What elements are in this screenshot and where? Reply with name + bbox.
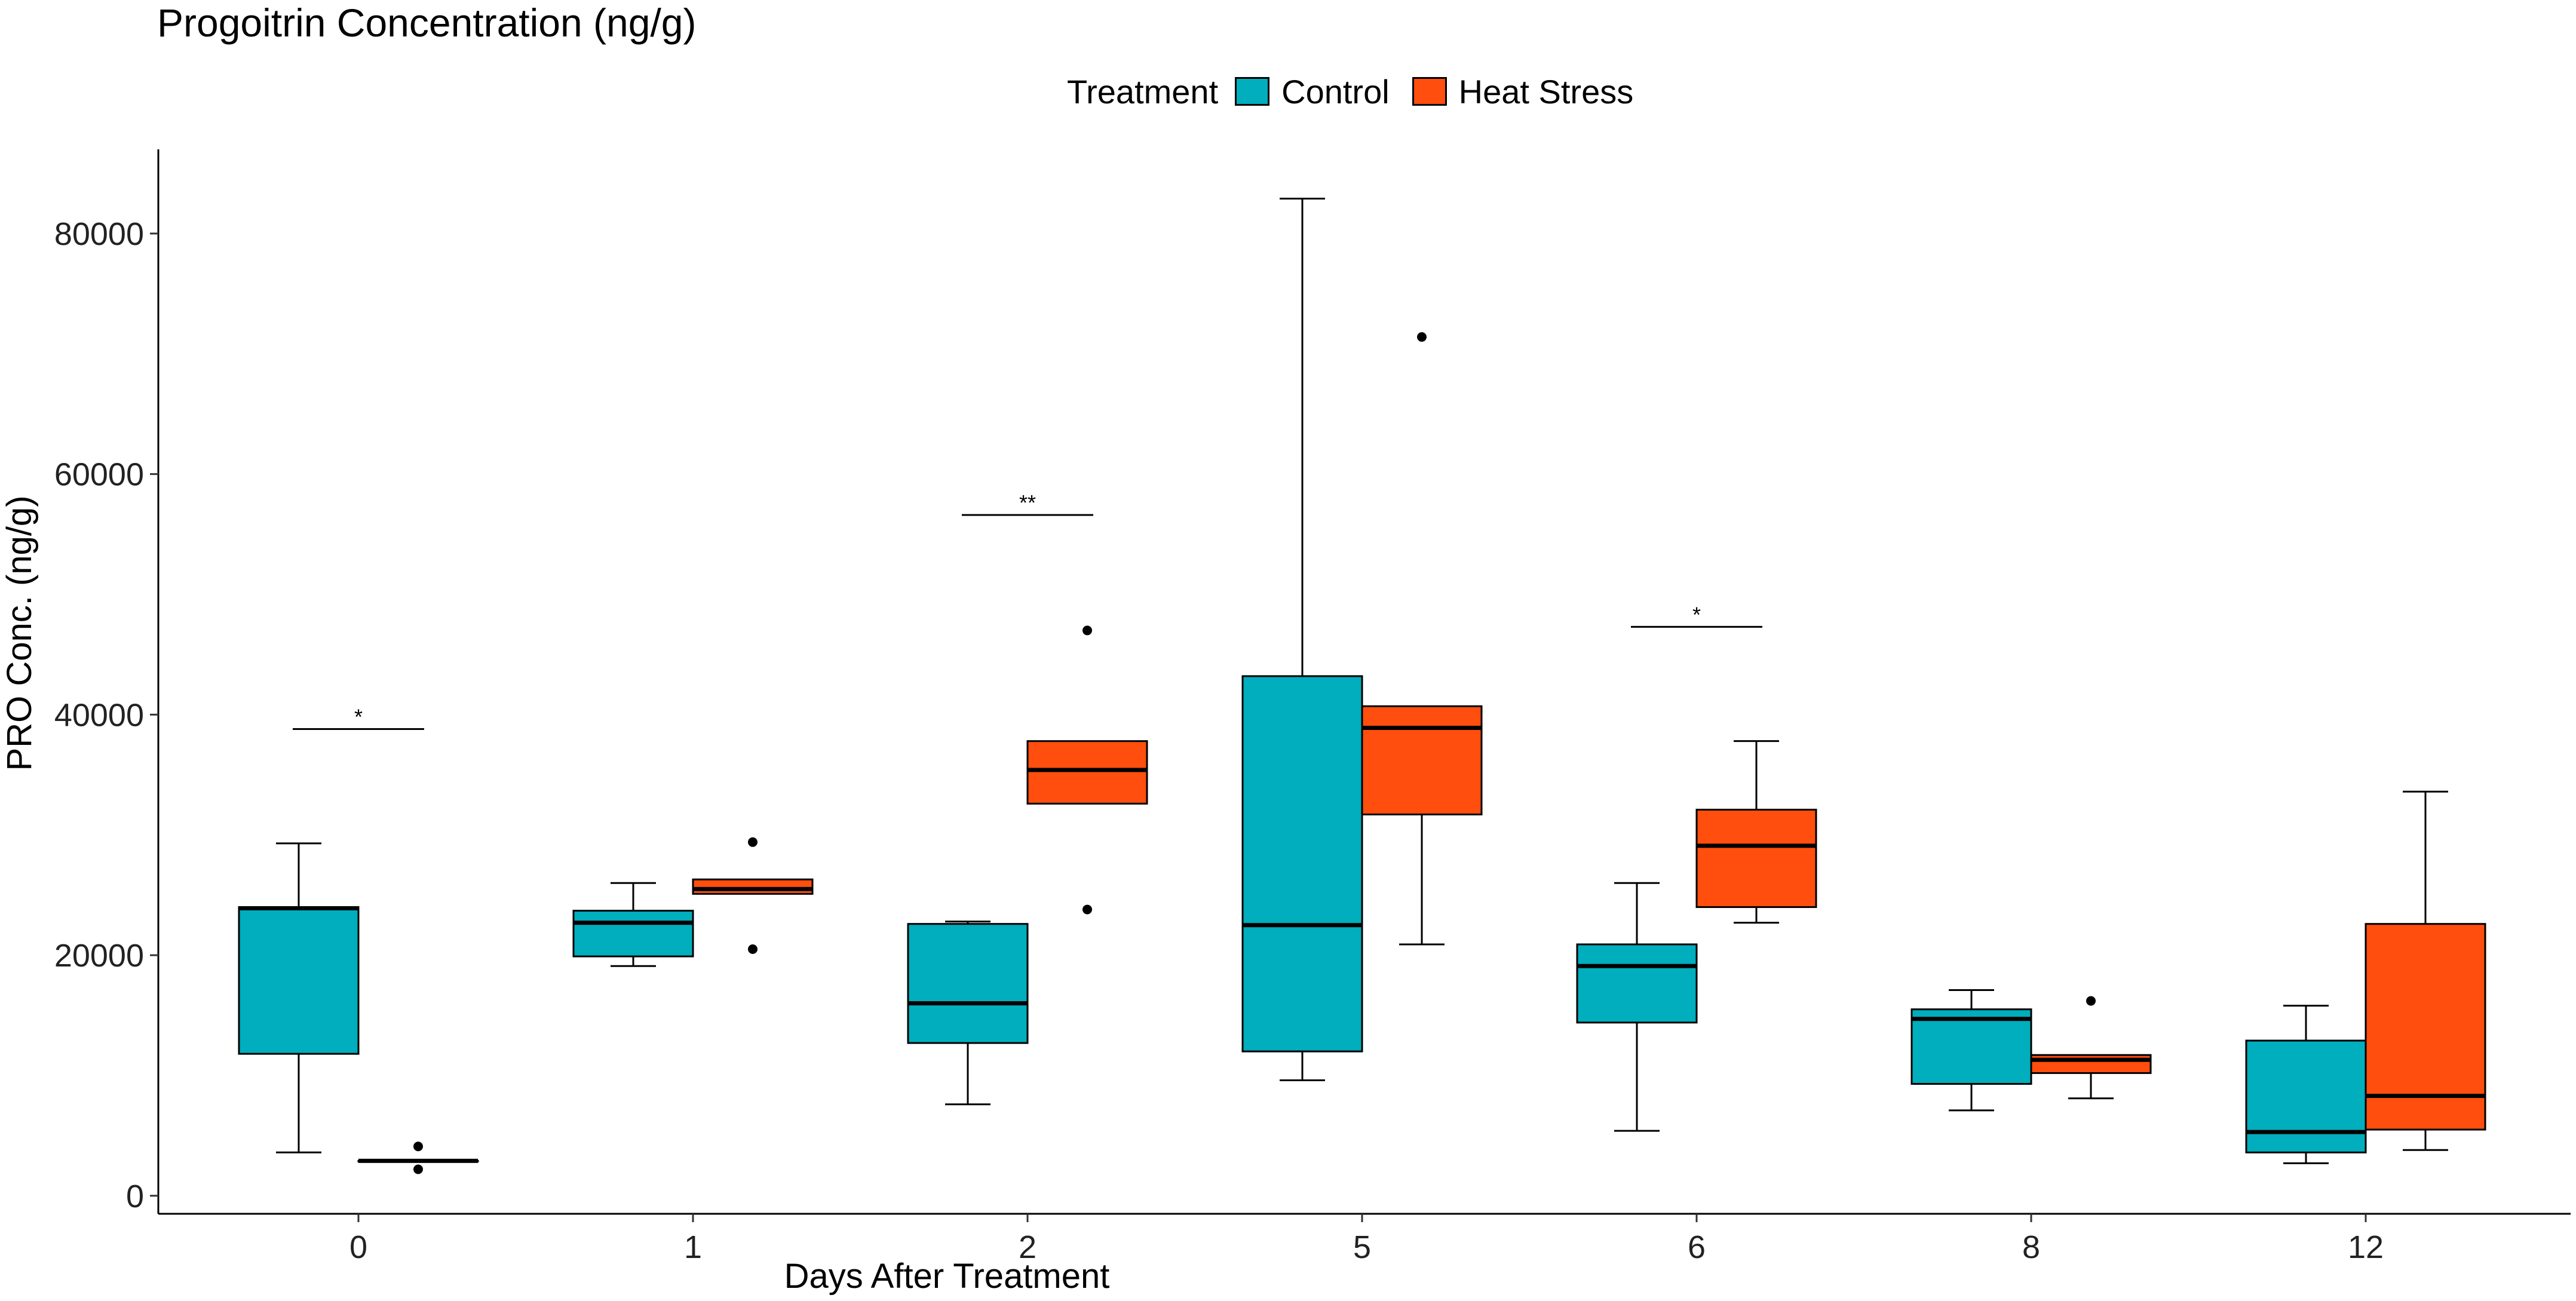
y-tick-label: 0 <box>126 1179 144 1214</box>
box-control-day-8 <box>1910 1008 2032 1085</box>
box-heat-stress-day-6 <box>1695 808 1817 909</box>
x-tick-label: 2 <box>1019 1229 1036 1265</box>
x-tick-label: 1 <box>684 1229 702 1265</box>
outlier-point-heat-stress <box>748 944 758 955</box>
significance-label: ** <box>1019 490 1036 515</box>
x-tick-label: 12 <box>2348 1229 2384 1265</box>
chart-title: Progoitrin Concentration (ng/g) <box>157 1 697 45</box>
box-heat-stress-day-1 <box>692 878 814 895</box>
outlier-point-heat-stress <box>1082 625 1092 636</box>
legend-label-heat-stress: Heat Stress <box>1458 72 1634 111</box>
outlier-point-heat-stress <box>1417 332 1427 342</box>
outlier-point-heat-stress <box>413 1164 423 1174</box>
significance-label: * <box>1692 602 1701 627</box>
y-tick-label: 60000 <box>54 457 144 493</box>
box-control-day-5 <box>1241 675 1363 1053</box>
x-tick-label: 0 <box>349 1229 367 1265</box>
y-tick-label: 20000 <box>54 938 144 974</box>
y-axis-title: PRO Conc. (ng/g) <box>0 496 39 771</box>
x-axis-title: Days After Treatment <box>784 1257 1110 1296</box>
box-control-day-12 <box>2245 1039 2367 1153</box>
x-tick-label: 5 <box>1353 1229 1371 1265</box>
x-tick-label: 8 <box>2022 1229 2040 1265</box>
outlier-point-heat-stress <box>2086 996 2096 1006</box>
outlier-point-heat-stress <box>748 837 758 847</box>
legend-title: Treatment <box>1067 72 1219 111</box>
legend-label-control: Control <box>1281 72 1390 111</box>
legend-key-heat-stress <box>1412 77 1447 106</box>
box-heat-stress-day-8 <box>2030 1054 2152 1074</box>
y-tick-label: 80000 <box>54 216 144 252</box>
y-tick-label: 40000 <box>54 697 144 733</box>
box-control-day-0 <box>238 906 360 1055</box>
box-control-day-2 <box>907 923 1029 1044</box>
box-control-day-1 <box>572 910 694 958</box>
legend-key-control <box>1235 77 1270 106</box>
box-control-day-6 <box>1576 943 1698 1024</box>
outlier-point-heat-stress <box>1082 904 1092 915</box>
box-heat-stress-day-5 <box>1361 705 1483 815</box>
box-heat-stress-day-2 <box>1026 740 1148 805</box>
significance-label: * <box>354 705 363 729</box>
outlier-point-heat-stress <box>413 1142 423 1152</box>
box-heat-stress-day-12 <box>2365 923 2486 1131</box>
legend: Treatment Control Heat Stress <box>1067 70 1656 112</box>
x-tick-label: 6 <box>1688 1229 1706 1265</box>
